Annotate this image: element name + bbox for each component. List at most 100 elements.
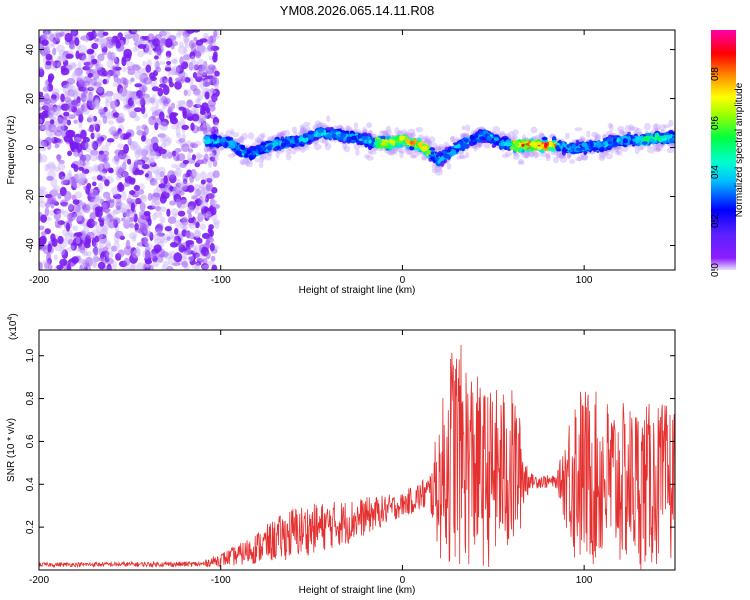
noise-dot	[181, 261, 189, 268]
signal-halo	[431, 168, 438, 173]
signal-cell	[589, 141, 594, 147]
noise-dot	[200, 171, 207, 180]
noise-dot	[152, 142, 159, 152]
noise-dot	[92, 181, 97, 187]
snr-x-ticks: -200 -100 0 100	[29, 330, 593, 586]
noise-dot	[43, 83, 49, 93]
noise-dot	[205, 251, 211, 260]
noise-dot	[86, 218, 95, 229]
signal-cell	[325, 127, 332, 130]
noise-dot	[142, 113, 148, 119]
snr-line	[39, 344, 675, 570]
noise-dot	[136, 159, 146, 165]
noise-dot	[97, 261, 106, 270]
signal-halo	[209, 127, 214, 132]
noise-dot	[181, 229, 188, 237]
noise-dot	[199, 223, 207, 231]
noise-dot	[139, 194, 148, 203]
noise-dot	[190, 106, 197, 116]
signal-halo	[450, 136, 455, 143]
noise-dot	[121, 217, 126, 222]
noise-dot	[58, 55, 67, 63]
signal-halo	[385, 129, 392, 136]
signal-cell	[544, 142, 548, 149]
noise-dot	[101, 51, 108, 56]
noise-dot	[196, 44, 206, 53]
noise-dot	[121, 190, 127, 201]
signal-halo	[579, 135, 585, 142]
noise-dot	[136, 130, 145, 136]
noise-dot	[182, 107, 187, 118]
signal-halo	[345, 125, 350, 131]
noise-dot	[57, 114, 64, 124]
y-tick-label: 20	[25, 93, 36, 105]
signal-halo	[220, 146, 225, 151]
noise-dot	[200, 196, 208, 201]
signal-halo	[299, 124, 305, 129]
noise-dot	[66, 263, 72, 270]
signal-halo	[599, 150, 607, 159]
signal-halo	[530, 126, 538, 134]
noise-dot	[42, 102, 51, 111]
signal-halo	[324, 139, 329, 147]
signal-cell	[426, 149, 432, 155]
noise-dot	[46, 161, 56, 172]
noise-dot	[151, 86, 160, 92]
noise-dot	[164, 187, 171, 194]
noise-dot	[190, 84, 198, 92]
noise-dot	[130, 202, 135, 212]
y-tick-label: 0.4	[25, 477, 36, 491]
noise-dot	[128, 177, 136, 185]
signal-halo	[364, 154, 370, 159]
noise-dot	[53, 254, 59, 261]
signal-halo	[275, 150, 280, 159]
signal-halo	[659, 124, 667, 132]
noise-dot	[86, 264, 91, 270]
noise-dot	[209, 242, 215, 252]
snr-panel: -200 -100 0 100 0.20.40.60.81.0 Height of s…	[6, 313, 676, 596]
noise-dot	[67, 169, 72, 178]
noise-dot	[212, 149, 217, 156]
signal-halo	[208, 126, 214, 132]
signal-cell	[350, 135, 357, 141]
noise-dot	[43, 46, 51, 56]
noise-dot	[130, 143, 136, 151]
noise-dot	[128, 30, 138, 35]
noise-dot	[49, 209, 54, 216]
noise-dot	[96, 89, 104, 95]
signal-halo	[247, 132, 255, 140]
noise-dot	[174, 228, 179, 235]
noise-dot	[105, 39, 115, 49]
noise-dot	[91, 143, 98, 149]
noise-dot	[187, 250, 196, 255]
noise-dot	[212, 53, 218, 63]
noise-dot	[39, 66, 44, 73]
noise-dot	[201, 116, 207, 126]
signal-halo	[578, 137, 587, 143]
noise-dot	[156, 257, 164, 263]
signal-cell	[261, 142, 266, 146]
noise-dot	[159, 216, 166, 224]
signal-cell	[308, 130, 314, 135]
signal-cell	[220, 137, 227, 143]
noise-dot	[190, 122, 195, 131]
colorbar-gradient	[711, 30, 736, 270]
noise-dot	[153, 109, 160, 116]
noise-dot	[131, 30, 141, 33]
noise-dot	[54, 244, 63, 252]
noise-dot	[159, 111, 165, 121]
signal-halo	[517, 160, 525, 165]
noise-dot	[137, 44, 147, 49]
noise-dot	[59, 31, 65, 37]
signal-cell	[669, 137, 674, 144]
noise-dot	[111, 261, 117, 270]
noise-dot	[201, 262, 209, 270]
noise-dot	[191, 143, 199, 149]
noise-dot	[102, 246, 109, 253]
noise-dot	[170, 208, 179, 216]
signal-halo	[240, 160, 246, 166]
noise-dot	[183, 36, 188, 46]
signal-halo	[518, 158, 524, 164]
signal-halo	[459, 154, 465, 159]
noise-dot	[59, 199, 69, 208]
